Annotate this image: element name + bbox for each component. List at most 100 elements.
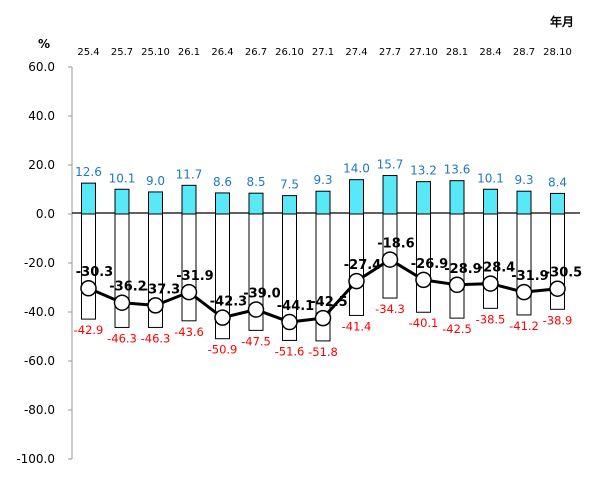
positive-data-label: 9.3 — [514, 173, 533, 187]
negative-bar — [416, 213, 431, 313]
negative-data-label: -51.8 — [308, 345, 338, 359]
negative-data-label: -41.2 — [509, 319, 539, 333]
category-label: 27.7 — [379, 47, 401, 58]
y-tick-label: 0.0 — [36, 207, 55, 221]
y-tick-label: -20.0 — [24, 256, 55, 270]
positive-data-label: 8.4 — [548, 175, 567, 189]
positive-bar — [349, 179, 364, 215]
point-layer — [80, 251, 566, 331]
negative-data-label: -38.9 — [543, 313, 573, 327]
positive-bar — [516, 190, 532, 215]
category-label: 25.10 — [141, 47, 170, 58]
y-unit-label: % — [38, 37, 50, 51]
positive-data-label: 9.0 — [146, 174, 165, 188]
negative-bar — [181, 213, 197, 322]
data-label-layer: 12.6 10.1 9.0 11.7 8.6 8.5 7.5 9.3 14.0 15.7 13.2 1… — [74, 158, 583, 359]
category-label: 27.10 — [409, 47, 438, 58]
line-point — [113, 294, 131, 311]
line-data-label: -26.9 — [411, 257, 448, 272]
negative-data-label: -46.3 — [107, 331, 137, 345]
line-point — [147, 297, 164, 314]
line-point — [180, 283, 198, 301]
category-label: 26.10 — [275, 47, 304, 58]
category-label: 28.4 — [479, 47, 501, 58]
positive-data-label: 15.7 — [377, 158, 404, 172]
positive-bar — [416, 181, 431, 215]
negative-data-label: -41.4 — [342, 319, 372, 333]
line-data-label: -30.3 — [76, 265, 113, 280]
negative-bar — [282, 213, 297, 341]
positive-data-label: 10.1 — [477, 171, 504, 185]
y-tick-layer: 60.0 40.0 20.0 0.0 -20.0 -40.0 -60.0 -80.0 -100.… — [16, 60, 72, 466]
positive-bar — [148, 191, 163, 215]
line-data-label: -39.0 — [243, 287, 280, 302]
negative-data-label: -34.3 — [375, 302, 405, 316]
line-point — [348, 272, 365, 290]
positive-bar — [315, 190, 331, 215]
x-unit-label: 年月 — [550, 14, 574, 29]
positive-bar — [449, 180, 465, 215]
positive-bar — [550, 192, 565, 215]
line-point — [448, 276, 466, 294]
positive-bar — [114, 188, 130, 215]
y-tick-label: -80.0 — [24, 403, 55, 417]
positive-data-label: 12.6 — [75, 165, 102, 179]
line-point — [415, 271, 432, 289]
y-tick-label: 20.0 — [28, 158, 55, 172]
line-point — [549, 280, 566, 297]
line-data-label: -27.4 — [344, 258, 381, 273]
line-point — [314, 309, 332, 327]
positive-bar — [282, 195, 297, 215]
positive-data-label: 7.5 — [280, 178, 299, 192]
line-point — [214, 309, 231, 326]
line-data-label: -44.1 — [277, 299, 314, 314]
line-data-label: -36.2 — [109, 280, 146, 295]
line-data-label: -37.3 — [143, 282, 180, 297]
negative-data-label: -38.5 — [476, 312, 506, 326]
positive-bar — [382, 175, 398, 215]
category-label: 25.4 — [77, 47, 99, 58]
y-tick-label: 40.0 — [28, 109, 55, 123]
negative-bar — [248, 213, 264, 331]
negative-data-label: -46.3 — [141, 331, 171, 345]
negative-bar — [349, 213, 364, 316]
line-point — [247, 301, 265, 318]
positive-bar — [483, 188, 498, 215]
negative-bar — [315, 213, 331, 342]
category-label: 27.4 — [345, 47, 367, 58]
negative-bar — [215, 213, 230, 340]
positive-data-label: 8.5 — [246, 175, 265, 189]
positive-bar — [181, 184, 197, 215]
positive-data-label: 13.2 — [410, 164, 437, 178]
line-point — [482, 275, 499, 292]
line-data-label: -31.9 — [511, 269, 548, 284]
negative-data-label: -40.1 — [409, 316, 439, 330]
category-label: 27.1 — [312, 47, 334, 58]
positive-data-label: 10.1 — [109, 171, 136, 185]
line-data-label: -42.5 — [310, 295, 347, 310]
category-label: 28.7 — [513, 47, 535, 58]
positive-data-label: 11.7 — [176, 167, 203, 181]
line-data-label: -18.6 — [377, 237, 414, 252]
y-tick-label: -60.0 — [24, 354, 55, 368]
line-point — [80, 279, 97, 297]
category-label: 26.7 — [245, 47, 267, 58]
category-label: 28.1 — [446, 47, 468, 58]
positive-data-label: 13.6 — [444, 163, 471, 177]
positive-bar — [81, 182, 96, 215]
y-tick-label: -100.0 — [16, 452, 55, 466]
category-label: 25.7 — [111, 47, 133, 58]
positive-data-label: 8.6 — [213, 175, 232, 189]
line-data-label: -30.5 — [545, 266, 582, 281]
line-data-label: -31.9 — [176, 269, 213, 284]
line-point — [381, 251, 399, 268]
negative-data-label: -50.9 — [208, 343, 238, 357]
positive-data-label: 9.3 — [313, 173, 332, 187]
line-data-label: -28.9 — [444, 262, 481, 277]
category-label-layer: 25.4 25.7 25.10 26.1 26.4 26.7 26.10 27.1 27.4 27… — [77, 47, 571, 58]
line-data-label: -28.4 — [478, 261, 515, 276]
positive-data-label: 14.0 — [343, 162, 370, 176]
line-point — [281, 313, 298, 331]
negative-data-label: -43.6 — [174, 325, 204, 339]
positive-bar — [215, 192, 230, 215]
